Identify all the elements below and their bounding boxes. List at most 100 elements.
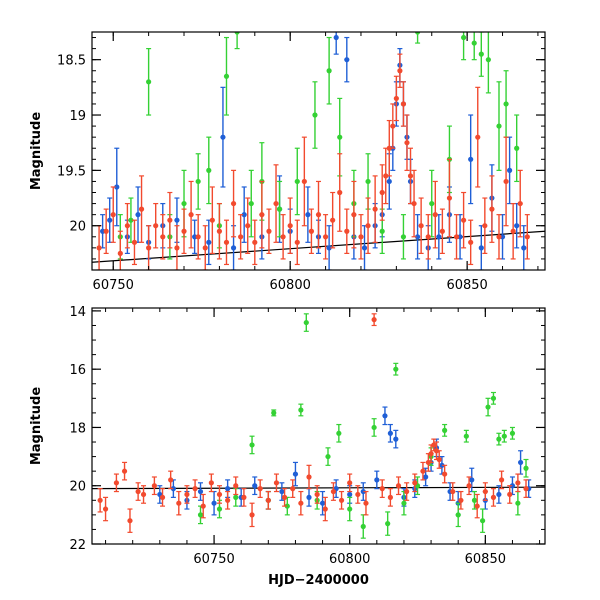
data-point [135,482,141,501]
data-point [298,490,304,516]
axes-frame [91,307,546,545]
data-point [507,136,513,205]
data-point [407,147,414,205]
data-point [325,447,331,466]
data-point [387,488,393,507]
data-point [306,464,312,490]
data-point [461,191,467,249]
data-point [330,482,337,501]
data-point [347,473,353,493]
data-point [463,429,469,443]
data-point [489,175,495,243]
data-point [308,208,315,254]
data-point [385,511,391,536]
data-point [509,476,516,496]
data-point [252,219,258,266]
axes-frame [91,31,546,271]
data-point [314,485,320,504]
data-point [468,219,474,266]
data-point [361,225,368,270]
data-point [245,197,251,254]
data-point [202,225,208,270]
data-point [241,186,247,243]
data-point [360,514,366,539]
x-axis-label: HJD−2400000 [268,573,369,588]
data-point [523,479,529,498]
data-point [195,214,201,260]
data-point [121,461,128,481]
data-point [351,180,357,249]
data-point [404,114,410,171]
data-point [306,488,312,507]
data-point [390,103,396,149]
data-point [322,214,329,260]
data-point [195,153,201,210]
y-axis-label: Magnitude [29,112,44,191]
data-point [326,225,332,270]
data-point [358,214,364,260]
data-point [439,455,445,475]
data-point [523,458,529,478]
data-point [432,180,438,249]
data-point [135,186,141,243]
data-point [420,461,426,481]
x-tick-label: 60750 [93,278,134,293]
data-point [160,214,166,260]
data-point [515,490,521,516]
data-point [298,403,304,417]
data-point [131,219,138,266]
data-point [461,32,467,61]
y-tick-label: 18 [69,421,86,436]
data-point [442,423,448,437]
x-tick-label: 60850 [465,552,506,567]
data-point [220,86,226,188]
data-point [216,202,223,260]
y-tick-label: 16 [69,363,86,378]
data-point [238,214,244,260]
data-point [478,225,484,270]
data-point [305,186,311,243]
data-point [208,473,214,493]
data-point [336,423,342,443]
data-point [386,119,392,177]
data-point [379,479,385,498]
data-point [102,496,109,522]
data-point [280,214,286,260]
data-point [138,175,145,243]
data-point [330,191,336,249]
data-point [281,488,288,507]
data-point [372,175,378,243]
data-point [113,473,120,493]
data-point [436,214,442,260]
data-point [103,208,109,254]
x-tick-label: 60750 [193,552,234,567]
data-point [468,114,474,205]
data-point [446,158,453,238]
data-point [211,490,217,516]
data-point [259,180,265,249]
y-tick-label: 19 [69,109,86,124]
data-point [514,202,520,249]
data-point [315,180,322,249]
data-point [249,502,255,528]
data-point [411,169,417,238]
data-point [117,230,123,270]
data-point [290,479,296,498]
plot-area [92,32,545,270]
data-point [174,225,180,270]
y-tick-label: 22 [69,538,86,553]
data-point [371,418,377,437]
data-point [303,313,309,332]
data-point [374,470,380,490]
data-point [355,485,361,504]
data-point [393,429,399,449]
data-point [498,470,505,490]
data-point [401,490,407,516]
data-point [393,75,399,122]
data-point [157,485,163,504]
data-point [490,391,497,405]
data-point [159,488,166,507]
y-tick-label: 20 [69,480,86,495]
data-point [496,432,502,446]
data-point [431,438,437,452]
